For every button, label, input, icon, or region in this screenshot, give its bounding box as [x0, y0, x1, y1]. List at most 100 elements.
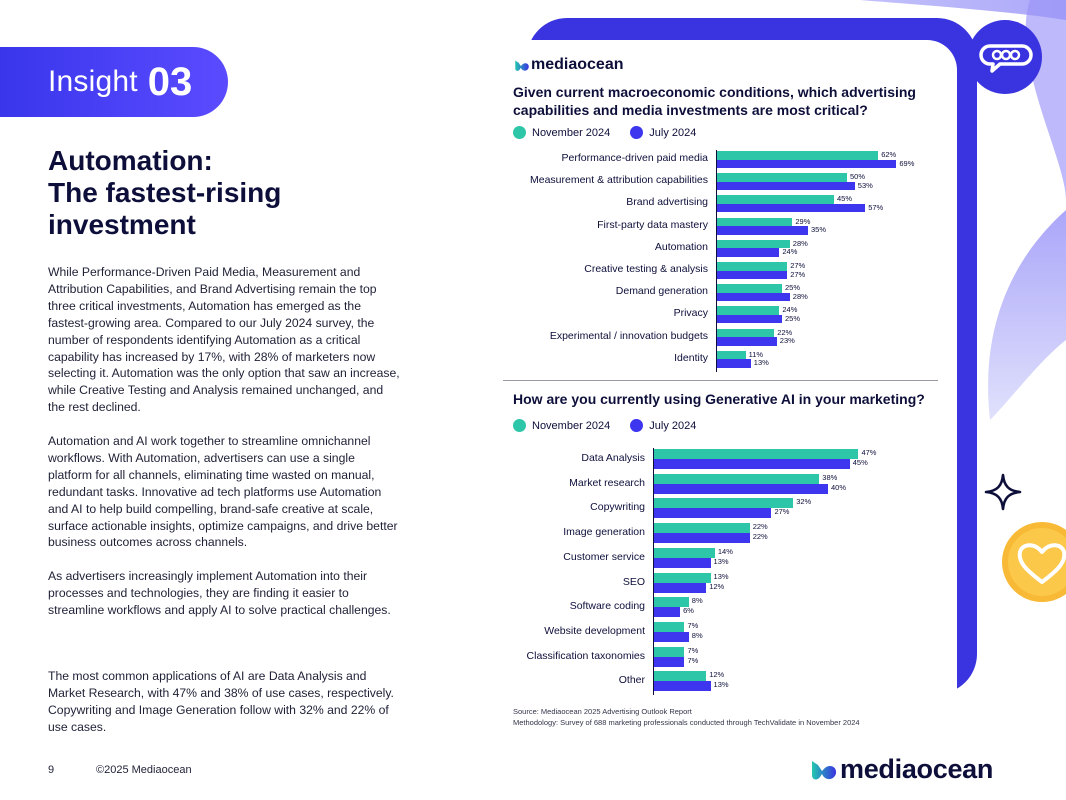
chart-axis: [653, 448, 654, 695]
bar-november: [654, 621, 685, 632]
category-label: Creative testing & analysis: [584, 263, 708, 275]
category-label: Brand advertising: [626, 196, 708, 209]
category-label: Automation: [654, 240, 708, 253]
mediaocean-logo-icon: [812, 760, 837, 779]
bar-july: [654, 631, 689, 642]
footer-logo: mediaocean: [808, 754, 993, 785]
value-label-november: 38%: [822, 472, 838, 482]
category-label: Website development: [544, 624, 645, 637]
chat-bubble-glyph: [979, 44, 1033, 73]
insight-label: Insight: [48, 65, 138, 98]
value-label-july: 27%: [790, 269, 806, 279]
category-label: Measurement & attribution capabilities: [529, 174, 708, 187]
body-paragraph-2: Automation and AI work together to strea…: [48, 434, 398, 550]
legend-label-jul: July 2024: [649, 126, 697, 139]
value-label-november: 12%: [709, 670, 725, 680]
copyright: ©2025 Mediaocean: [96, 764, 192, 776]
chart2-legend: November 2024 July 2024: [513, 419, 716, 432]
bar-july: [654, 582, 707, 593]
headline-line-1: Automation:: [48, 145, 213, 176]
bar-november: [654, 671, 707, 682]
legend-swatch-blue: [630, 126, 644, 139]
value-label-november: 7%: [687, 620, 699, 630]
chart-divider: [503, 380, 938, 381]
chart-axis: [716, 150, 717, 372]
page-headline: Automation: The fastest-rising investmen…: [48, 145, 368, 241]
page-number: 9: [48, 764, 55, 776]
bar-november: [654, 646, 685, 657]
bar-november: [654, 449, 859, 459]
bar-july: [717, 292, 790, 302]
bar-july: [717, 181, 855, 191]
bar-november: [654, 523, 750, 534]
headline-line-3: investment: [48, 209, 196, 240]
value-label-november: 32%: [796, 497, 812, 507]
legend-item-nov: November 2024: [513, 126, 610, 139]
category-label: Software coding: [569, 600, 645, 613]
body-paragraph-3: As advertisers increasingly implement Au…: [48, 569, 391, 617]
value-label-november: 14%: [717, 546, 733, 556]
legend-label-jul: July 2024: [649, 419, 697, 432]
value-label-november: 50%: [850, 172, 866, 182]
category-label: Experimental / innovation budgets: [549, 329, 708, 342]
bar-july: [654, 508, 772, 519]
bar-november: [717, 239, 790, 249]
value-label-july: 22%: [752, 532, 768, 542]
insight-badge: Insight 03: [0, 47, 228, 117]
legend-item-jul: July 2024: [630, 419, 696, 432]
category-label: Image generation: [563, 526, 645, 539]
legend-swatch-teal: [513, 419, 526, 432]
value-label-july: 13%: [753, 358, 769, 368]
value-label-july: 8%: [691, 630, 703, 640]
value-label-november: 24%: [782, 305, 798, 315]
chart1-legend: November 2024 July 2024: [513, 126, 716, 139]
legend-swatch-teal: [513, 126, 526, 139]
value-label-november: 28%: [792, 238, 808, 248]
bar-july: [717, 359, 751, 368]
bar-july: [717, 159, 897, 168]
headline-line-2: The fastest-rising: [48, 177, 282, 208]
bar-november: [717, 217, 793, 227]
value-label-july: 40%: [831, 482, 847, 492]
bar-july: [717, 248, 780, 257]
category-label: Other: [618, 674, 645, 687]
category-label: Customer service: [563, 550, 645, 563]
category-label: Performance-driven paid media: [561, 152, 709, 164]
bar-july: [654, 557, 711, 568]
bar-july: [717, 226, 808, 235]
methodology-line: Methodology: Survey of 688 marketing pro…: [513, 718, 860, 727]
value-label-november: 11%: [748, 349, 764, 359]
category-label: First-party data mastery: [597, 218, 708, 231]
sparkle-icon: [984, 473, 1022, 511]
bar-november: [654, 547, 715, 558]
value-label-november: 27%: [790, 261, 806, 270]
bar-november: [717, 151, 879, 160]
value-label-july: 12%: [709, 581, 725, 591]
value-label-july: 69%: [899, 158, 915, 168]
heart-icon: [1002, 522, 1066, 602]
value-label-july: 35%: [811, 225, 827, 235]
value-label-november: 29%: [795, 216, 811, 226]
bar-november: [717, 284, 782, 293]
bar-november: [654, 597, 689, 608]
value-label-november: 62%: [881, 150, 897, 159]
chart1-title: Given current macroeconomic conditions, …: [513, 84, 916, 118]
bar-november: [717, 328, 775, 338]
legend-item-nov: November 2024: [513, 419, 610, 432]
bar-july: [654, 681, 711, 692]
bar-november: [654, 572, 711, 583]
bar-november: [717, 306, 780, 315]
value-label-july: 27%: [774, 507, 790, 517]
footer-brand: mediaocean: [840, 754, 994, 784]
bar-november: [717, 350, 746, 360]
category-label: Market research: [569, 476, 645, 489]
chat-bubble-icon: [968, 20, 1042, 94]
source-line: Source: Mediaocean 2025 Advertising Outl…: [513, 707, 692, 716]
insight-number: 03: [147, 59, 193, 104]
value-label-november: 7%: [687, 645, 699, 655]
category-label: Data Analysis: [581, 452, 645, 464]
bar-november: [654, 473, 820, 484]
bar-november: [717, 262, 788, 271]
card-brand: mediaocean: [531, 56, 624, 73]
mediaocean-logo-icon: [515, 59, 529, 71]
